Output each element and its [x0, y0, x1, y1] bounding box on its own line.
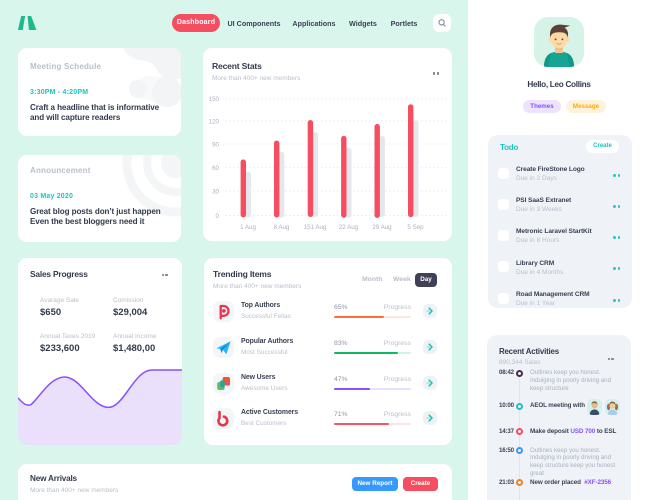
svg-text:0: 0 — [216, 213, 220, 220]
svg-text:150: 150 — [209, 96, 220, 103]
svg-text:22 Aug: 22 Aug — [339, 224, 359, 231]
svg-text:29 Aug: 29 Aug — [372, 224, 392, 231]
svg-text:8 Aug: 8 Aug — [274, 224, 290, 231]
svg-text:30: 30 — [212, 188, 219, 195]
svg-text:5 Sep: 5 Sep — [407, 224, 424, 231]
svg-text:120: 120 — [209, 118, 220, 125]
svg-text:60: 60 — [212, 165, 219, 172]
svg-text:90: 90 — [212, 141, 219, 148]
svg-text:1 Aug: 1 Aug — [240, 224, 256, 231]
svg-text:151 Aug: 151 Aug — [304, 224, 327, 231]
